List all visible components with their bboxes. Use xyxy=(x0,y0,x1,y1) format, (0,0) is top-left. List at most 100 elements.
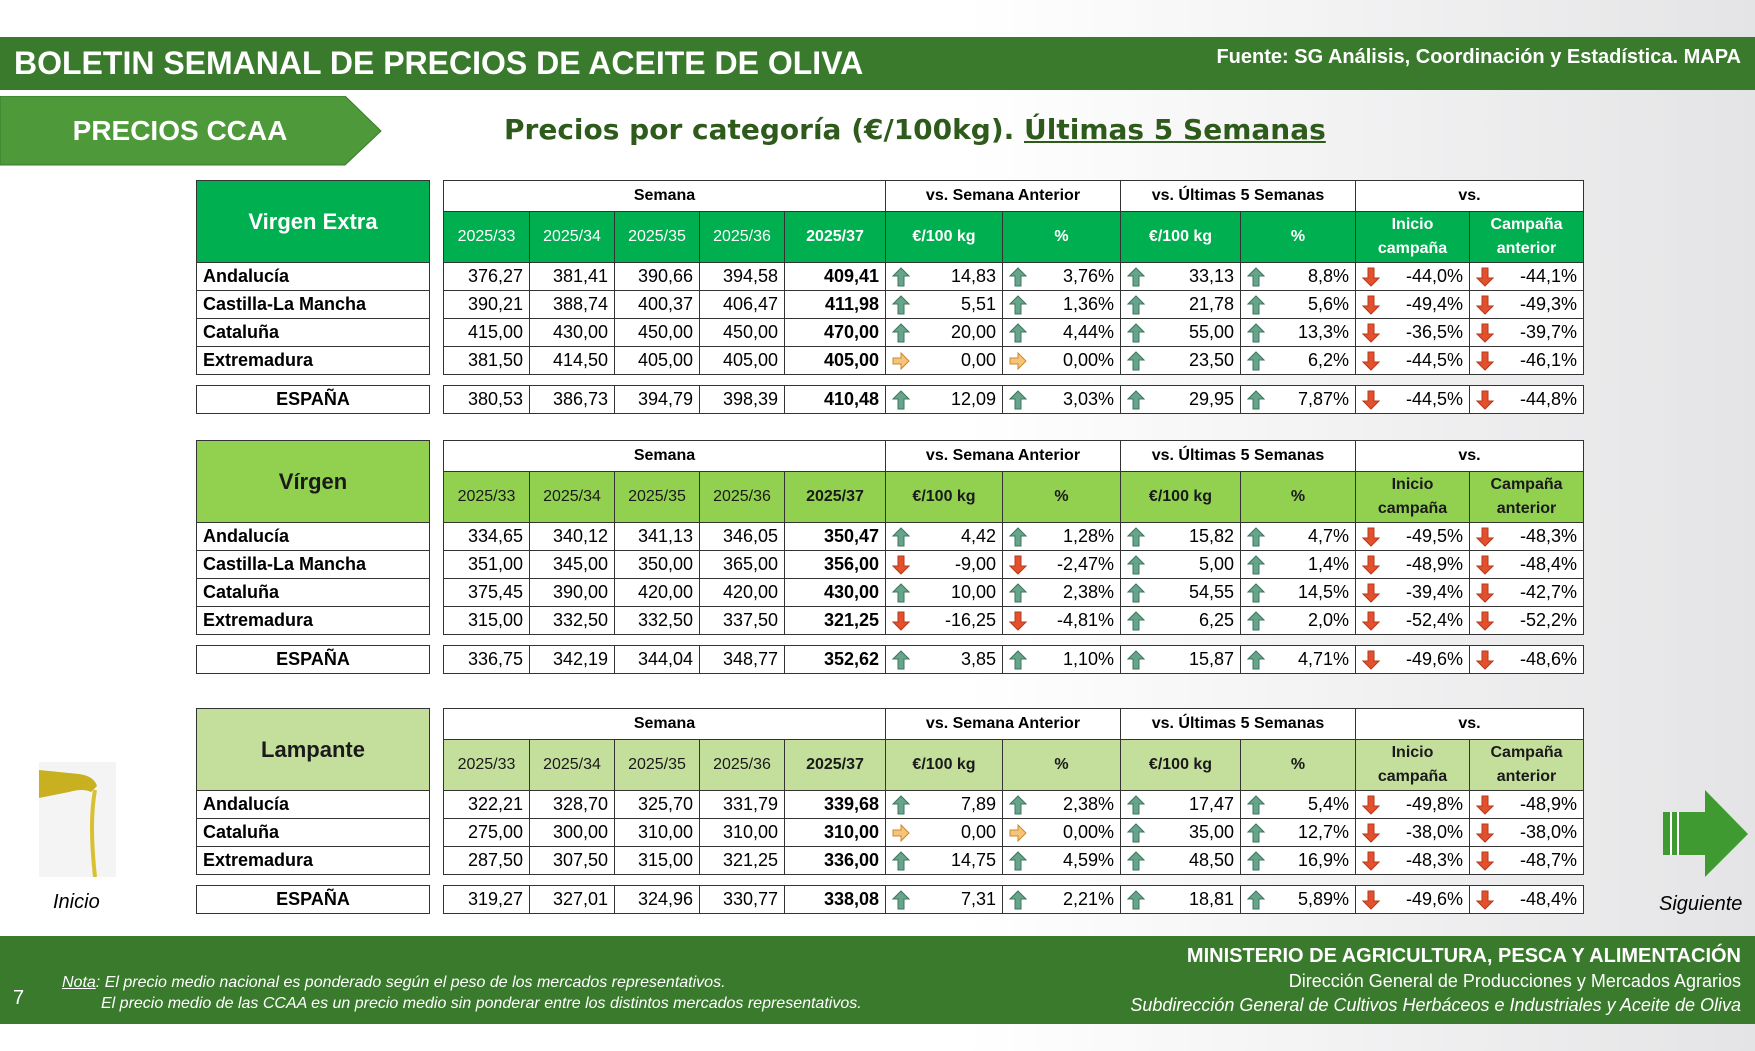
price: 336,75 xyxy=(443,645,530,674)
change-value: 55,00 xyxy=(1188,322,1234,342)
change-wrap: -16,25 xyxy=(892,610,996,631)
nav-start[interactable]: Inicio xyxy=(53,891,100,913)
group-header: vs. xyxy=(1355,180,1584,212)
total-row: ESPAÑA 336,75 342,19 344,04 348,77 352,62 3,85… xyxy=(196,645,1584,674)
change-wrap: 14,5% xyxy=(1247,582,1349,603)
week-header: 2025/37 xyxy=(784,471,886,523)
change: 14,5% xyxy=(1240,578,1356,607)
trend-arrow xyxy=(1247,266,1265,286)
trend-arrow xyxy=(1476,795,1494,815)
change-value: 5,6% xyxy=(1307,294,1349,314)
change: -49,5% xyxy=(1355,522,1470,551)
total-label: ESPAÑA xyxy=(196,885,430,914)
change-value: -2,47% xyxy=(1056,554,1114,574)
category-label: Virgen Extra xyxy=(196,180,430,263)
trend-arrow xyxy=(1127,266,1145,286)
change: -49,3% xyxy=(1469,290,1584,319)
sub-header: €/100 kg xyxy=(1120,739,1241,791)
trend-arrow xyxy=(1247,322,1265,342)
price: 414,50 xyxy=(529,346,615,375)
change-value: 14,83 xyxy=(950,266,996,286)
change-wrap: -49,3% xyxy=(1476,294,1577,315)
sub-header: Campaña anterior xyxy=(1469,471,1584,523)
group-header: vs. Últimas 5 Semanas xyxy=(1120,708,1356,740)
change-value: -38,0% xyxy=(1405,822,1463,842)
trend-arrow xyxy=(1009,611,1027,631)
change-value: 4,7% xyxy=(1307,526,1349,546)
group-header: Semana xyxy=(443,440,886,472)
change: 0,00 xyxy=(885,818,1003,847)
change-value: 5,89% xyxy=(1297,889,1349,909)
gap xyxy=(197,375,1584,386)
trend-arrow xyxy=(1362,650,1380,670)
change-value: 0,00% xyxy=(1062,350,1114,370)
change: -44,0% xyxy=(1355,262,1470,291)
change: 10,00 xyxy=(885,578,1003,607)
change: 3,76% xyxy=(1002,262,1121,291)
trend-arrow xyxy=(1362,611,1380,631)
change-wrap: 16,9% xyxy=(1247,850,1349,871)
change-wrap: 17,47 xyxy=(1127,794,1234,815)
change: 15,87 xyxy=(1120,645,1241,674)
region: Andalucía xyxy=(196,790,430,819)
change: 12,09 xyxy=(885,385,1003,414)
trend-arrow xyxy=(892,794,910,814)
price: 450,00 xyxy=(614,318,700,347)
group-header: vs. Semana Anterior xyxy=(885,180,1121,212)
group-header: Semana xyxy=(443,180,886,212)
trend-arrow xyxy=(1362,823,1380,843)
footer xyxy=(0,936,1755,1024)
oil-image xyxy=(39,762,116,877)
change-wrap: 4,7% xyxy=(1247,526,1349,547)
spacer xyxy=(430,709,444,791)
group-header: vs. Semana Anterior xyxy=(885,440,1121,472)
change-value: 2,38% xyxy=(1062,582,1114,602)
trend-arrow xyxy=(892,322,910,342)
change-value: -49,3% xyxy=(1519,294,1577,314)
change-wrap: 10,00 xyxy=(892,582,996,603)
sub-header: Campaña anterior xyxy=(1469,739,1584,791)
trend-arrow xyxy=(1362,267,1380,287)
change-value: 6,25 xyxy=(1198,610,1234,630)
change: 20,00 xyxy=(885,318,1003,347)
change-wrap: 13,3% xyxy=(1247,322,1349,343)
region: Castilla-La Mancha xyxy=(196,290,430,319)
change-value: 2,38% xyxy=(1062,794,1114,814)
trend-arrow xyxy=(1009,389,1027,409)
nav-next-arrow[interactable] xyxy=(1663,790,1749,878)
change: -9,00 xyxy=(885,550,1003,579)
change: -38,0% xyxy=(1469,818,1584,847)
trend-arrow xyxy=(1476,267,1494,287)
ministry: MINISTERIO DE AGRICULTURA, PESCA Y ALIME… xyxy=(1186,945,1741,967)
price: 344,04 xyxy=(614,645,700,674)
page-number: 7 xyxy=(13,987,25,1009)
change-wrap: -38,0% xyxy=(1476,822,1577,843)
change-value: -44,5% xyxy=(1405,389,1463,409)
change-wrap: -48,9% xyxy=(1476,794,1577,815)
price: 307,50 xyxy=(529,846,615,875)
change-wrap: 55,00 xyxy=(1127,322,1234,343)
change-wrap: 6,25 xyxy=(1127,610,1234,631)
price: 356,00 xyxy=(784,550,886,579)
price: 300,00 xyxy=(529,818,615,847)
price: 324,96 xyxy=(614,885,700,914)
nav-next[interactable]: Siguiente xyxy=(1659,893,1743,915)
change-wrap: 0,00% xyxy=(1009,822,1114,843)
note-label: Nota xyxy=(62,974,96,991)
price: 470,00 xyxy=(784,318,886,347)
change: 6,2% xyxy=(1240,346,1356,375)
sub-header: % xyxy=(1002,739,1121,791)
trend-arrow xyxy=(892,850,910,870)
change-wrap: 12,09 xyxy=(892,389,996,410)
group-header: vs. Semana Anterior xyxy=(885,708,1121,740)
change-wrap: -48,7% xyxy=(1476,850,1577,871)
change-value: -48,3% xyxy=(1519,526,1577,546)
change: -48,7% xyxy=(1469,846,1584,875)
price: 332,50 xyxy=(614,606,700,635)
data-row: Castilla-La Mancha 351,00 345,00 350,00 365,… xyxy=(196,550,1584,579)
change-wrap: -4,81% xyxy=(1009,610,1114,631)
price: 287,50 xyxy=(443,846,530,875)
trend-arrow xyxy=(892,266,910,286)
change: 12,7% xyxy=(1240,818,1356,847)
spacer xyxy=(430,579,444,607)
